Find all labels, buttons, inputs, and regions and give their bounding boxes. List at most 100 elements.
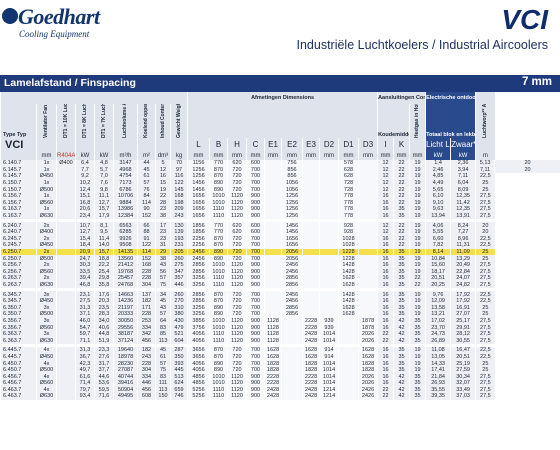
table-cell: Ø560 — [36, 268, 57, 276]
table-cell: 1010 — [209, 261, 228, 269]
table-cell: 22 — [393, 199, 410, 207]
table-cell: 22 — [377, 337, 394, 345]
table-cell — [56, 255, 76, 262]
table-cell: 6.140.7 — [0, 160, 37, 167]
table-cell: 6.356.7 — [0, 317, 37, 325]
table-cell: 890 — [209, 360, 228, 367]
table-cell: 19 — [409, 261, 426, 269]
table-cell: 3656 — [187, 353, 210, 361]
table-cell: 12 — [377, 160, 394, 167]
table-cell: 2x — [36, 235, 57, 243]
dim-letter-5: E2 — [281, 138, 303, 151]
table-cell: 445 — [169, 366, 188, 374]
table-cell: 17,92 — [450, 297, 476, 305]
table-row: 6.263.7 Ø630 46,8 35,8 24768 304 75 446 3256 1110… — [0, 281, 560, 289]
table-cell: 243 — [169, 212, 188, 220]
table-row-highlighted: 6.250.7 2x 20,9 15,7 14135 114 29 205 2456 890 720… — [0, 248, 560, 256]
table-cell: 37124 — [113, 337, 138, 345]
table-cell: 29,8 — [94, 275, 114, 282]
table-cell: 20,51 — [425, 275, 451, 282]
table-cell: 9,63 — [425, 206, 451, 213]
table-cell: 18,17 — [425, 268, 451, 276]
table-cell: 2856 — [187, 297, 210, 305]
table-cell: Ø630 — [36, 337, 57, 345]
table-cell: 19 — [409, 360, 426, 367]
table-cell — [319, 206, 339, 213]
table-cell: 700 — [246, 186, 265, 193]
table-cell: 76 — [137, 186, 156, 193]
table-cell: 1256 — [281, 212, 303, 220]
table-cell: 6.245.7 — [0, 235, 37, 243]
table-cell: 2256 — [187, 235, 210, 243]
table-cell: 1628 — [338, 311, 359, 318]
table-cell — [56, 317, 76, 325]
table-cell: 1656 — [281, 242, 303, 249]
table-cell: 604 — [169, 337, 188, 345]
dim-letter-9: D3 — [358, 138, 378, 151]
table-cell — [319, 255, 339, 262]
table-cell — [281, 366, 303, 374]
table-cell: 4x — [36, 347, 57, 354]
table-cell: 628 — [338, 173, 359, 180]
table-cell: 1128 — [264, 324, 282, 331]
table-row: 6.145.7 1x 7,7 5,7 4968 45 12 97 1256 870 720 700 85… — [0, 166, 560, 174]
table-cell: 13,21 — [425, 311, 451, 318]
unit-row-spacer — [155, 138, 171, 151]
table-cell — [358, 179, 378, 187]
table-cell: 38187 — [113, 330, 138, 338]
table-cell: 12 — [377, 179, 394, 187]
table-cell: 27,6 — [94, 353, 114, 361]
table-cell: 13560 — [113, 255, 138, 262]
table-cell — [319, 212, 339, 220]
table-cell: 35 — [393, 291, 410, 298]
table-cell: 1x — [36, 192, 57, 200]
brand-tagline: Cooling Equipment — [19, 29, 90, 39]
table-cell: 22,5 — [475, 347, 495, 354]
table-cell: 3656 — [187, 347, 210, 354]
table-cell: 75 — [155, 366, 171, 374]
table-cell: 22 — [393, 242, 410, 249]
table-cell — [319, 261, 339, 269]
table-cell: 6,60 — [425, 235, 451, 243]
table-cell — [319, 242, 339, 249]
table-cell: 2428 — [302, 393, 320, 400]
table-cell — [264, 304, 282, 312]
table-cell: 16 — [377, 304, 394, 312]
table-cell: 19640 — [113, 347, 138, 354]
table-cell: 1256 — [281, 192, 303, 200]
table-cell: 33,5 — [75, 268, 95, 276]
table-row: 6.245.7 Ø450 18,4 14,0 9508 122 31 231 2256 870 72… — [0, 242, 560, 249]
table-cell — [264, 212, 282, 220]
table-cell — [338, 366, 359, 374]
table-cell: 22 — [393, 173, 410, 180]
table-cell — [319, 192, 339, 200]
table-cell: 182 — [137, 297, 156, 305]
table-cell: 16 — [377, 360, 394, 367]
table-cell: 22 — [393, 228, 410, 236]
table-cell — [338, 386, 359, 394]
table-cell: 44 — [137, 160, 156, 167]
table-cell: 35 — [393, 304, 410, 312]
table-cell: 27,5 — [475, 212, 495, 220]
unit-row-spacer — [475, 138, 495, 151]
table-cell: 620 — [227, 228, 247, 236]
table-row: 6.345.7 3x 23,1 17,6 14663 137 34 260 2856 870 720… — [0, 291, 560, 298]
header-cell — [475, 92, 495, 104]
table-cell — [358, 192, 378, 200]
model-label-cell: VCI — [0, 138, 37, 151]
table-cell: 1x — [36, 179, 57, 187]
table-cell: 16,8 — [75, 199, 95, 207]
table-cell: 13,05 — [425, 353, 451, 361]
table-row: 6.150.7 1x 10,2 7,6 7173 57 15 122 1456 890 720 700… — [0, 179, 560, 187]
table-cell: 3856 — [187, 317, 210, 325]
table-cell: 856 — [281, 173, 303, 180]
table-cell: 228 — [137, 275, 156, 282]
table-cell: 3x — [36, 291, 57, 298]
table-cell: 36,7 — [75, 353, 95, 361]
table-cell: 16 — [377, 255, 394, 262]
table-cell: 1828 — [264, 366, 282, 374]
table-row: 6.463.7 4x 79,7 59,5 50904 456 113 659 5256 1110 1… — [0, 386, 560, 394]
table-cell: 16 — [377, 242, 394, 249]
table-cell: 152 — [137, 255, 156, 262]
table-cell: 16 — [377, 261, 394, 269]
